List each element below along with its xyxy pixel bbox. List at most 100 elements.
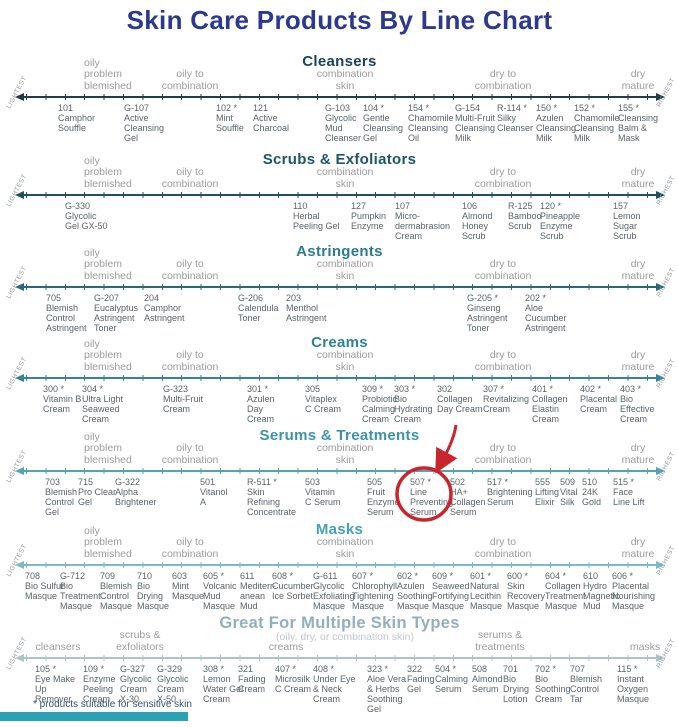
skin-type-label: oily to combination <box>161 258 219 282</box>
product-label: 300 * Vitamin B Cream <box>43 384 93 414</box>
product-code: 503 <box>305 477 321 487</box>
product-label: 101 Camphor Souffle <box>58 103 108 133</box>
product-code: 407 * <box>275 664 297 674</box>
product-labels: 300 * Vitamin B Cream 304 * Ultra Light Sea… <box>0 384 679 429</box>
skin-type-label: scrubs & exfoliators <box>116 629 164 653</box>
product-code: 202 * <box>525 293 547 303</box>
product-name: Face Line Lift <box>613 487 645 507</box>
product-name: Multi-Fruit Cleansing Milk <box>455 113 496 143</box>
product-code: 308 * <box>203 664 225 674</box>
section-header-serums-treatments: Serums & Treatments <box>259 427 420 444</box>
product-name: Lemon Sugar Scrub <box>613 211 641 241</box>
product-label: 106 Almond Honey Scrub <box>462 201 512 241</box>
product-labels: 703 Blemish Control Gel 715 Pro Clear Gel G-… <box>0 477 679 522</box>
skin-type-label: dry mature <box>621 536 655 560</box>
product-name: Mint Souffle <box>216 113 244 133</box>
product-name: Vitamin C Serum <box>305 487 341 507</box>
axis-line <box>15 93 665 101</box>
axis-rule <box>21 96 659 98</box>
product-name: Fading Cream <box>238 674 266 694</box>
product-name: Placental Cream <box>580 394 618 414</box>
product-code: 109 * <box>83 664 105 674</box>
product-code: 152 * <box>574 103 596 113</box>
product-name: Under Eye & Neck Cream <box>313 674 356 704</box>
product-name: Natural Lecithin Masque <box>470 581 503 611</box>
product-name: Microsilk C Cream <box>275 674 312 694</box>
product-label: 115 * Instant Oxygen Masque <box>617 664 667 704</box>
product-labels: 101 Camphor Souffle G-107 Active Cleansing … <box>0 103 679 148</box>
product-name: Blemish Control Masque <box>100 581 133 611</box>
product-name: Chlorophyll Tightening Masque <box>352 581 398 611</box>
product-code: 504 * <box>435 664 457 674</box>
product-code: 602 * <box>397 571 419 581</box>
product-code: 106 <box>462 201 478 211</box>
product-label: 150 * Azulen Cleansing Milk <box>536 103 586 143</box>
skin-type-label: combination skin <box>316 349 374 373</box>
product-name: Camphor Souffle <box>58 113 96 133</box>
product-name: Hydro Magnetic Mud <box>583 581 620 611</box>
product-name: Calendula Toner <box>238 303 279 323</box>
product-labels: 705 Blemish Control Astringent G-207 Eucaly… <box>0 293 679 338</box>
product-label: 715 Pro Clear Gel <box>78 477 128 507</box>
product-code: 322 <box>407 664 423 674</box>
skin-type-labels: oily problem blemished oily to combinatio… <box>0 151 679 191</box>
product-name: Mint Masque <box>172 581 205 601</box>
axis-line <box>15 467 665 475</box>
product-name: Bio Hydrating Cream <box>394 394 433 424</box>
product-name: Skin Recovery Masque <box>507 581 546 611</box>
skin-type-label: combination skin <box>316 166 374 190</box>
product-name: Vitamin B Cream <box>43 394 82 414</box>
product-name: Lemon Water Gel Cream <box>203 674 244 704</box>
product-code: 115 * <box>617 664 638 674</box>
product-code: 305 <box>305 384 321 394</box>
product-code: 702 * <box>535 664 557 674</box>
product-label: G-330 Glycolic Gel GX-50 <box>65 201 115 231</box>
product-code: G-327 <box>120 664 146 674</box>
product-name: Bio Soothing Cream <box>535 674 571 704</box>
skin-type-label: oily to combination <box>161 536 219 560</box>
product-code: 501 <box>200 477 216 487</box>
product-name: Vitanol A <box>200 487 228 507</box>
skin-type-label: serums & treatments <box>475 629 525 653</box>
product-label: 120 * Pineapple Enzyme Scrub <box>540 201 590 241</box>
product-name: Camphor Astringent <box>144 303 185 323</box>
product-name: Enzyme Peeling Cream <box>83 674 116 704</box>
product-label: 707 Blemish Control Tar <box>570 664 620 704</box>
product-code: 102 * <box>216 103 238 113</box>
skin-type-label: creams <box>268 640 304 653</box>
product-labels: 105 * Eye Make Up Remover 109 * Enzyme Peel… <box>0 664 679 714</box>
product-name: Fading Gel <box>407 674 435 694</box>
product-label: G-712 Bio Treatment Masque <box>60 571 110 611</box>
product-code: 101 <box>58 103 74 113</box>
section-great-for-multiple-skin-types: Great For Multiple Skin Types cleansers sc… <box>0 614 679 714</box>
product-code: G-330 <box>65 201 91 211</box>
product-label: 604 * Collagen Treatment Masque <box>545 571 595 611</box>
product-label: G-329 Glycolic Cream X-50 <box>157 664 207 704</box>
skin-type-label: oily problem blemished <box>84 154 132 190</box>
product-label: 202 * Aloe Cucumber Astringent <box>525 293 575 333</box>
skin-type-label: dry to combination <box>474 536 532 560</box>
product-code: 105 * <box>35 664 57 674</box>
section-header-astringents: Astringents <box>296 243 383 260</box>
product-label: 152 * Chamomile Cleansing Milk <box>574 103 624 143</box>
product-code: G-154 <box>455 103 481 113</box>
product-label: 603 Mint Masque <box>172 571 222 601</box>
product-code: 601 * <box>470 571 492 581</box>
product-name: Seaweed Fortifying Masque <box>432 581 470 611</box>
product-code: 104 * <box>363 103 385 113</box>
product-name: Skin Refining Concentrate <box>247 487 297 517</box>
skin-type-label: dry mature <box>621 68 655 92</box>
product-label: G-322 Alpha Brightener <box>115 477 165 507</box>
product-code: 107 <box>395 201 411 211</box>
skin-type-labels: oily problem blemished oily to combinatio… <box>0 427 679 467</box>
axis-line <box>15 191 665 199</box>
product-name: Silky Cleanser <box>497 113 534 133</box>
product-name: Glycolic Cream X-30 <box>120 674 152 704</box>
product-name: Vital Silk <box>560 487 578 507</box>
product-code: 203 <box>286 293 302 303</box>
skin-type-label: dry to combination <box>474 166 532 190</box>
product-name: Collagen Treatment Masque <box>545 581 586 611</box>
product-name: Bio Drying Masque <box>137 581 170 611</box>
product-code: R-125 <box>508 201 533 211</box>
